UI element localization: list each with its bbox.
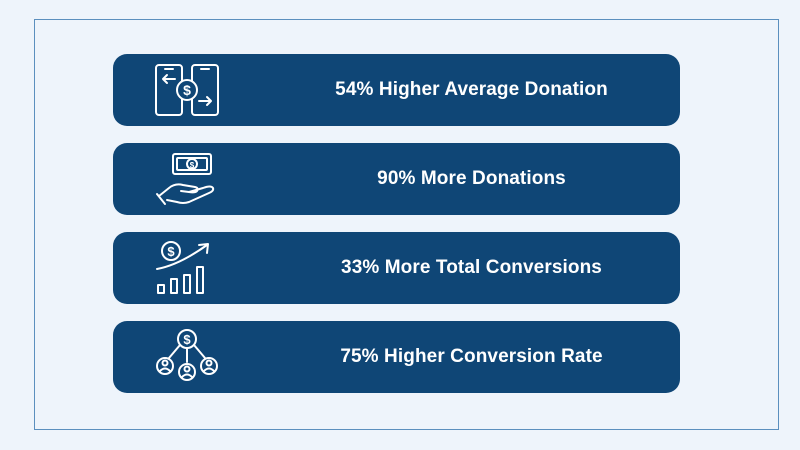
stat-label: 54% Higher Average Donation	[335, 79, 608, 100]
stat-card-average-donation: $ 54% Higher Average Donation	[113, 54, 680, 126]
stat-card-more-donations: $ 90% More Donations	[113, 143, 680, 215]
stat-label: 75% Higher Conversion Rate	[340, 346, 603, 367]
stat-label: 33% More Total Conversions	[341, 257, 602, 278]
stat-label: 90% More Donations	[377, 168, 566, 189]
stat-card-conversion-rate: $ 75% Higher Conversion Rate	[113, 321, 680, 393]
svg-text:$: $	[183, 82, 191, 98]
stat-card-total-conversions: $ 33% More Total Conversions	[113, 232, 680, 304]
svg-text:$: $	[183, 332, 191, 347]
svg-text:$: $	[190, 161, 195, 170]
phone-transfer-dollar-icon: $	[153, 61, 221, 119]
dollar-network-users-icon: $	[153, 328, 221, 386]
stat-list: $ 54% Higher Average Donation $ 90% More…	[113, 54, 680, 393]
hand-cash-icon: $	[153, 150, 221, 208]
svg-text:$: $	[167, 244, 175, 259]
dollar-growth-chart-icon: $	[153, 239, 221, 297]
